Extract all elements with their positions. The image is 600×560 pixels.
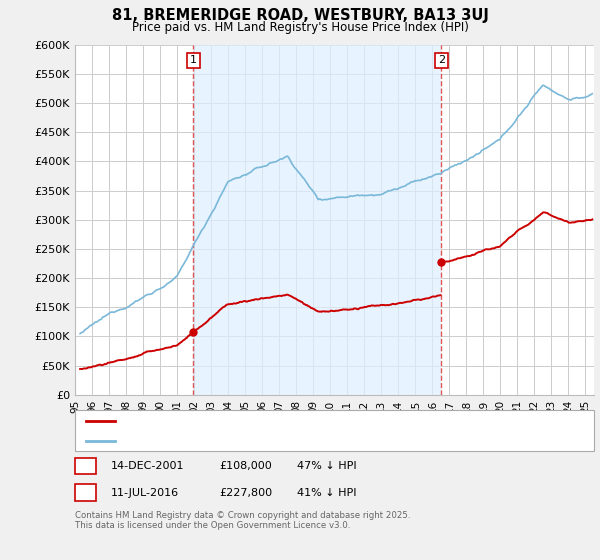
Text: Price paid vs. HM Land Registry's House Price Index (HPI): Price paid vs. HM Land Registry's House … <box>131 21 469 34</box>
Text: 1: 1 <box>82 460 89 473</box>
Text: 81, BREMERIDGE ROAD, WESTBURY, BA13 3UJ: 81, BREMERIDGE ROAD, WESTBURY, BA13 3UJ <box>112 8 488 24</box>
Text: 41% ↓ HPI: 41% ↓ HPI <box>297 488 356 498</box>
Text: 2: 2 <box>82 487 89 500</box>
Text: HPI: Average price, detached house, Wiltshire: HPI: Average price, detached house, Wilt… <box>121 436 359 446</box>
Text: 1: 1 <box>190 55 197 66</box>
Text: 11-JUL-2016: 11-JUL-2016 <box>111 488 179 498</box>
Text: £108,000: £108,000 <box>219 461 272 471</box>
Text: £227,800: £227,800 <box>219 488 272 498</box>
Bar <box>193 45 442 395</box>
Text: 81, BREMERIDGE ROAD, WESTBURY, BA13 3UJ (detached house): 81, BREMERIDGE ROAD, WESTBURY, BA13 3UJ … <box>121 416 456 426</box>
Text: 2: 2 <box>438 55 445 66</box>
Text: 47% ↓ HPI: 47% ↓ HPI <box>297 461 356 471</box>
Text: 14-DEC-2001: 14-DEC-2001 <box>111 461 185 471</box>
Text: Contains HM Land Registry data © Crown copyright and database right 2025.
This d: Contains HM Land Registry data © Crown c… <box>75 511 410 530</box>
